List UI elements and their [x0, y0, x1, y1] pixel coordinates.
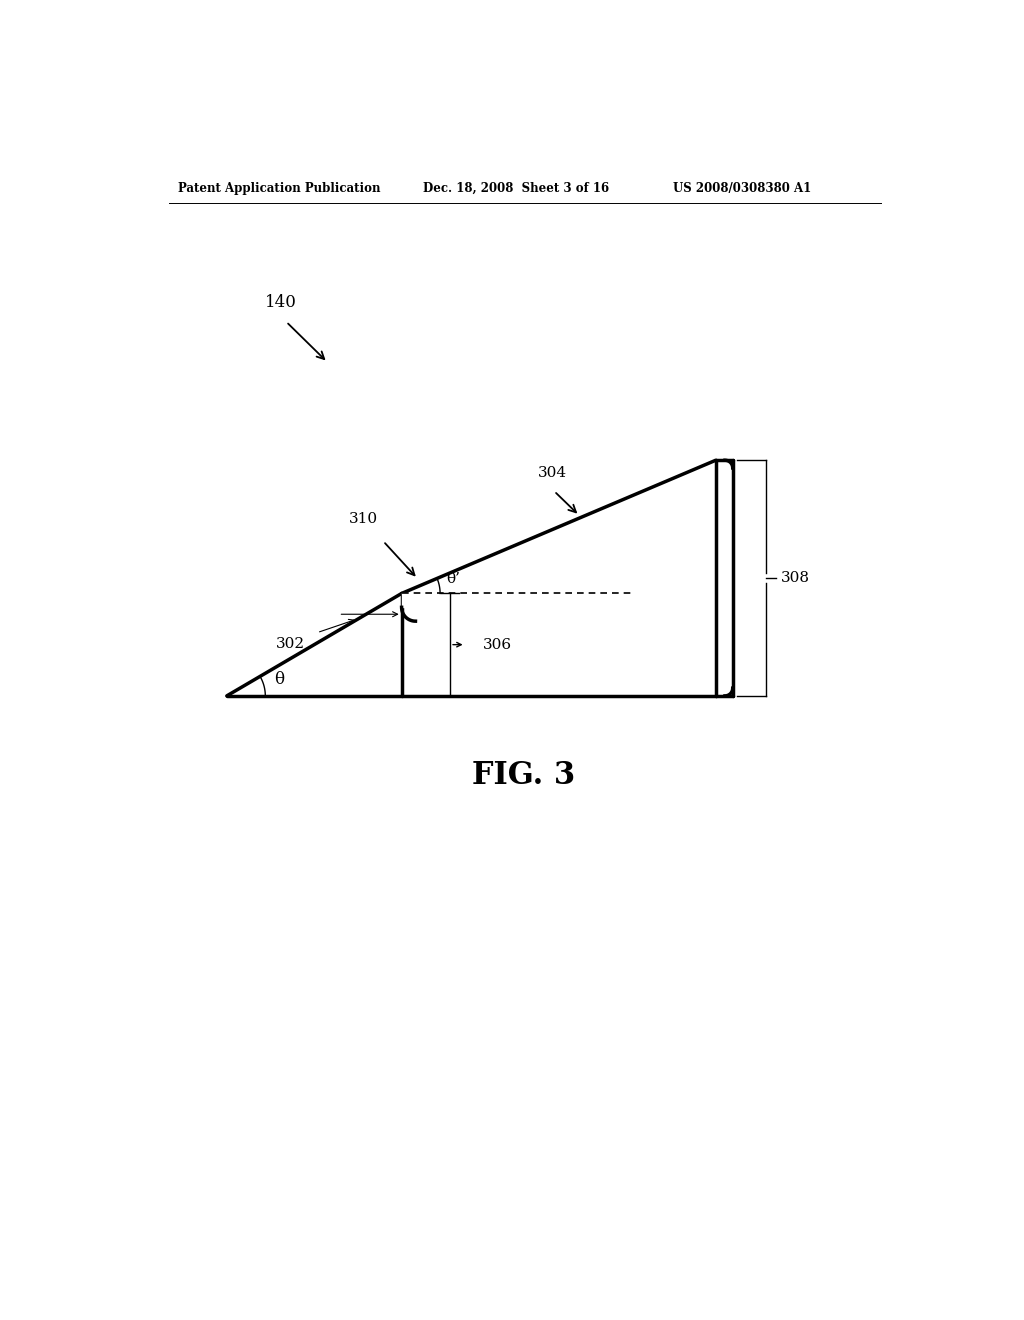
Text: θ: θ — [274, 671, 285, 688]
Text: 310: 310 — [348, 512, 378, 527]
Text: 302: 302 — [276, 636, 305, 651]
Text: 306: 306 — [483, 638, 512, 652]
Text: 308: 308 — [781, 572, 810, 585]
Text: Dec. 18, 2008  Sheet 3 of 16: Dec. 18, 2008 Sheet 3 of 16 — [423, 182, 609, 194]
Text: 304: 304 — [538, 466, 567, 480]
Text: FIG. 3: FIG. 3 — [472, 760, 574, 792]
Text: US 2008/0308380 A1: US 2008/0308380 A1 — [674, 182, 812, 194]
Text: Patent Application Publication: Patent Application Publication — [178, 182, 381, 194]
Text: θ’: θ’ — [446, 572, 460, 586]
Text: 140: 140 — [265, 294, 297, 312]
